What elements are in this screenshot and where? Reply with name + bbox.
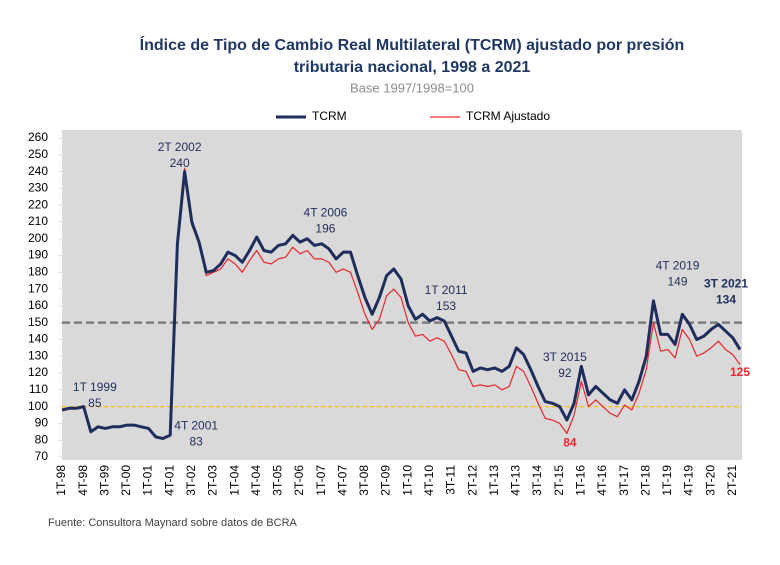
y-tick-label: 170 (28, 281, 48, 295)
y-tick-label: 260 (28, 130, 48, 144)
x-tick-label: 2T-18 (638, 465, 652, 496)
annotation-label: 3T 2015 (543, 350, 587, 364)
y-tick-label: 210 (28, 214, 48, 228)
y-tick-label: 100 (28, 399, 48, 413)
chart-title: Índice de Tipo de Cambio Real Multilater… (140, 35, 685, 54)
annotation-value: 125 (730, 365, 750, 379)
y-tick-label: 190 (28, 248, 48, 262)
annotation-label: 1T 1999 (73, 380, 117, 394)
x-tick-label: 2T-00 (119, 465, 133, 496)
chart-subtitle: Base 1997/1998=100 (350, 80, 474, 95)
x-tick-label: 4T-10 (422, 465, 436, 496)
x-tick-label: 4T-19 (682, 465, 696, 496)
x-tick-label: 3T-14 (530, 465, 544, 496)
x-tick-label: 1T-01 (141, 465, 155, 496)
y-tick-label: 240 (28, 164, 48, 178)
annotation-label: 1T 2011 (425, 283, 468, 297)
y-tick-label: 90 (35, 416, 49, 430)
x-tick-label: 2T-06 (292, 465, 306, 496)
x-tick-label: 4T-98 (76, 465, 90, 496)
x-tick-label: 1T-04 (227, 465, 241, 496)
y-tick-label: 120 (28, 365, 48, 379)
x-tick-label: 3T-11 (444, 465, 458, 495)
y-tick-label: 160 (28, 298, 48, 312)
x-tick-label: 1T-10 (400, 465, 414, 496)
x-tick-label: 3T-17 (617, 465, 631, 496)
x-tick-label: 4T-07 (335, 465, 349, 496)
y-tick-label: 250 (28, 147, 48, 161)
annotation-value: 84 (563, 436, 577, 450)
annotation-value: 85 (88, 396, 102, 410)
y-tick-label: 200 (28, 231, 48, 245)
x-tick-label: 3T-02 (184, 465, 198, 496)
legend-label: TCRM (312, 109, 347, 123)
x-tick-label: 2T-15 (552, 465, 566, 496)
x-tick-label: 3T-99 (97, 465, 111, 496)
annotation-label: 4T 2006 (304, 206, 348, 220)
y-tick-label: 80 (35, 432, 49, 446)
annotation-label: 4T 2019 (656, 259, 700, 273)
x-tick-label: 1T-19 (660, 465, 674, 496)
annotation-label: 3T 2021 (704, 277, 748, 291)
source-note: Fuente: Consultora Maynard sobre datos d… (48, 517, 298, 529)
x-tick-label: 1T-07 (314, 465, 328, 496)
x-tick-label: 1T-98 (54, 465, 68, 496)
annotation-value: 153 (436, 299, 456, 313)
y-tick-label: 150 (28, 315, 48, 329)
x-tick-label: 2T-03 (206, 465, 220, 496)
annotation-value: 134 (716, 293, 736, 307)
x-tick-label: 1T-13 (487, 465, 501, 496)
y-tick-label: 130 (28, 348, 48, 362)
x-tick-label: 4T-13 (509, 465, 523, 496)
y-tick-label: 140 (28, 332, 48, 346)
annotation-value: 92 (558, 366, 572, 380)
x-tick-label: 3T-08 (357, 465, 371, 496)
x-tick-label: 4T-01 (162, 465, 176, 496)
series-line (61, 170, 742, 441)
annotation-value: 196 (315, 222, 335, 236)
annotation-label: 2T 2002 (158, 140, 202, 154)
annotation-value: 83 (190, 434, 204, 448)
annotation-label: 4T 2001 (174, 418, 218, 432)
x-tick-label: 2T-09 (379, 465, 393, 496)
chart-title: tributaria nacional, 1998 a 2021 (294, 59, 531, 76)
x-tick-label: 3T-20 (703, 465, 717, 496)
x-tick-label: 3T-05 (271, 465, 285, 496)
plot-area (62, 130, 742, 460)
y-tick-label: 70 (35, 449, 49, 463)
x-tick-label: 2T-21 (725, 465, 739, 496)
annotation-value: 240 (170, 156, 190, 170)
y-tick-label: 230 (28, 181, 48, 195)
y-tick-label: 220 (28, 197, 48, 211)
x-tick-label: 4T-04 (249, 465, 263, 496)
x-tick-label: 4T-16 (595, 465, 609, 496)
annotation-value: 149 (667, 275, 687, 289)
y-tick-label: 110 (29, 382, 48, 396)
x-tick-label: 1T-16 (573, 465, 587, 496)
legend-label: TCRM Ajustado (466, 109, 550, 123)
x-tick-label: 2T-12 (465, 465, 479, 496)
y-tick-label: 180 (28, 264, 48, 278)
